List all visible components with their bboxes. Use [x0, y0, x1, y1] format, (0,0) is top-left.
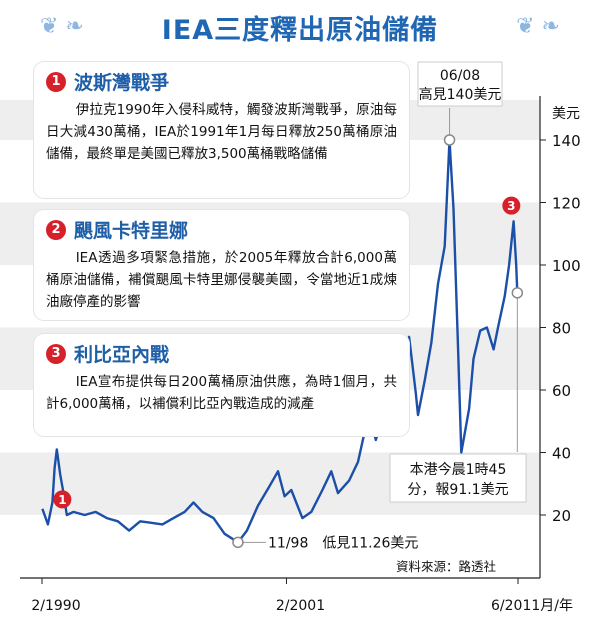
y-tick-label: 20: [552, 507, 571, 525]
number-badge: 2: [46, 219, 66, 240]
y-tick-label: 60: [552, 382, 571, 400]
box-title: 利比亞內戰: [74, 344, 170, 366]
page-title: IEA三度釋出原油儲備: [161, 15, 439, 46]
y-tick-label: 140: [552, 132, 581, 150]
y-tick-label: 40: [552, 445, 571, 463]
ornament-left-icon: ❦ ❧: [40, 14, 84, 39]
y-axis-label: 美元: [552, 106, 580, 122]
box-body: IEA宣布提供每日200萬桶原油供應，為時1個月，共計6,000萬桶，以補償利比…: [46, 374, 397, 412]
annotation-label: 高見140美元: [419, 86, 502, 103]
info-box-katrina: 2 颶風卡特里娜 IEA透過多項緊急措施，於2005年釋放合計6,000萬桶原油…: [34, 210, 409, 320]
x-tick-label: 2/2001: [276, 598, 325, 614]
annotation-label: 分，報91.1美元: [407, 482, 508, 498]
ornament-right-icon: ❦ ❧: [516, 14, 560, 39]
annotation-point: [232, 536, 244, 549]
box-body: IEA透過多項緊急措施，於2005年釋放合計6,000萬桶原油儲備，補償颶風卡特…: [46, 250, 397, 310]
event-marker: [53, 490, 72, 509]
source-note: 資料來源：路透社: [396, 559, 497, 574]
annotation-point: [511, 287, 524, 299]
y-tick-label: 120: [552, 195, 581, 213]
x-tick-label: 2/1990: [31, 598, 80, 614]
annotation-point: [443, 134, 456, 146]
annotation-box: [389, 453, 527, 503]
number-badge: 1: [46, 71, 66, 92]
annotation-label: 11/98 低見11.26美元: [268, 535, 418, 551]
event-marker-label: 3: [507, 199, 515, 213]
info-box-libya: 3 利比亞內戰 IEA宣布提供每日200萬桶原油供應，為時1個月，共計6,000…: [34, 334, 409, 436]
x-tick-label: 6/2011月/年: [491, 598, 573, 614]
y-tick-label: 80: [552, 320, 571, 338]
box-title: 颶風卡特里娜: [74, 220, 189, 242]
y-tick-label: 100: [552, 257, 581, 275]
annotation-label: 本港今晨1時45: [410, 462, 507, 478]
event-marker-label: 1: [58, 493, 66, 507]
price-series-line: [41, 138, 519, 544]
annotation-box: [417, 61, 503, 107]
box-title: 波斯灣戰爭: [74, 72, 170, 94]
header: ❦ ❧ IEA三度釋出原油儲備 ❦ ❧: [0, 0, 600, 52]
box-body: 伊拉克1990年入侵科威特，觸發波斯灣戰爭，原油每日大減430萬桶，IEA於19…: [46, 102, 397, 162]
event-marker: [502, 196, 521, 215]
number-badge: 3: [46, 343, 66, 364]
info-box-gulf-war: 1 波斯灣戰爭 伊拉克1990年入侵科威特，觸發波斯灣戰爭，原油每日大減430萬…: [34, 62, 409, 198]
annotation-label: 06/08: [440, 68, 480, 84]
